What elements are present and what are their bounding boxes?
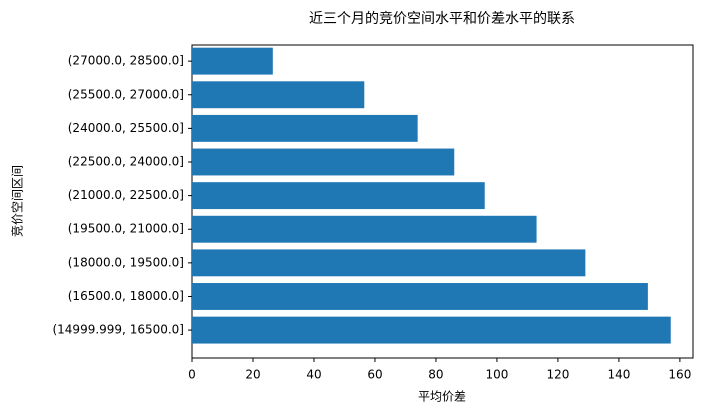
y-tick-label: (14999.999, 16500.0]: [52, 323, 184, 337]
x-tick-label: 160: [668, 368, 691, 382]
bar: [192, 81, 365, 109]
y-axis-label: 竞价空间区间: [11, 165, 25, 237]
bar: [192, 215, 537, 243]
y-tick-label: (27000.0, 28500.0]: [68, 54, 184, 68]
y-tick-label: (24000.0, 25500.0]: [68, 121, 184, 135]
y-tick-label: (25500.0, 27000.0]: [68, 87, 184, 101]
chart-title: 近三个月的竞价空间水平和价差水平的联系: [309, 10, 575, 27]
bar: [192, 249, 586, 277]
x-tick-label: 80: [428, 368, 443, 382]
x-axis-label: 平均价差: [418, 390, 466, 404]
bar: [192, 316, 671, 344]
y-tick-label: (21000.0, 22500.0]: [68, 188, 184, 202]
y-tick-label: (18000.0, 19500.0]: [68, 255, 184, 269]
x-tick-label: 100: [485, 368, 508, 382]
x-tick-label: 0: [188, 368, 196, 382]
bar: [192, 182, 485, 210]
y-tick-label: (19500.0, 21000.0]: [68, 222, 184, 236]
bar: [192, 148, 455, 176]
bar: [192, 47, 273, 75]
x-tick-label: 20: [245, 368, 260, 382]
bar: [192, 283, 648, 310]
y-tick-label: (16500.0, 18000.0]: [68, 289, 184, 303]
x-tick-label: 40: [306, 368, 321, 382]
x-tick-label: 120: [546, 368, 569, 382]
y-tick-label: (22500.0, 24000.0]: [68, 154, 184, 168]
bar: [192, 114, 418, 142]
x-tick-label: 140: [607, 368, 630, 382]
x-tick-label: 60: [367, 368, 382, 382]
